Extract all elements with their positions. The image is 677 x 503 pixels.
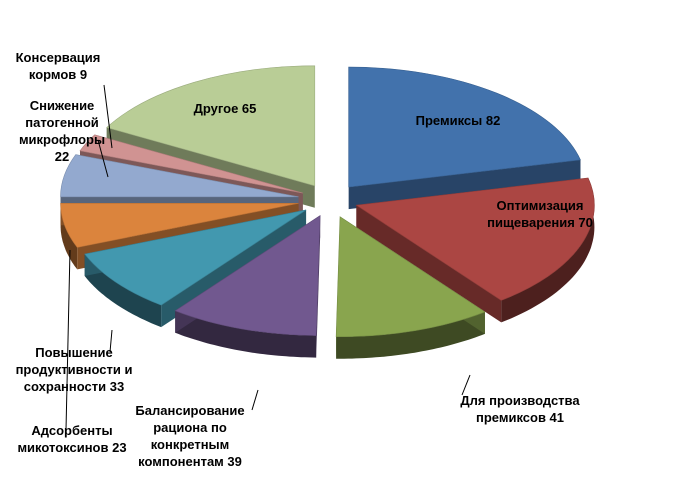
leader-line xyxy=(97,139,109,178)
pie-slice-side xyxy=(84,254,162,328)
pie-slice-консервация-кормов xyxy=(79,134,303,194)
pie-labels: Премиксы 82 Оптимизация пищеварения 70 Для … xyxy=(16,50,593,469)
pie-slice-другое xyxy=(106,65,316,187)
leader-line xyxy=(65,249,71,431)
slice-label-line: Повышение xyxy=(35,345,113,360)
slice-label: Для производства премиксов 41 xyxy=(460,393,580,425)
pie-tops xyxy=(60,65,595,337)
pie-slice-снижение-патогенной-микрофлоры xyxy=(60,154,299,198)
slice-label-line: Консервация xyxy=(16,50,101,65)
slice-label: Консервация кормов 9 xyxy=(16,50,101,82)
pie-slice-повышение-продуктивности-и-сохранности xyxy=(84,209,307,306)
slice-label-line: премиксов 41 xyxy=(476,410,564,425)
slice-label-line: Оптимизация xyxy=(496,198,583,213)
slice-label-line: Для производства xyxy=(460,393,580,408)
slice-label-line: компонентам 39 xyxy=(138,454,242,469)
slice-label: Оптимизация пищеварения 70 xyxy=(487,198,593,230)
slice-label-line: кормов 9 xyxy=(29,67,87,82)
slice-label-line: Адсорбенты xyxy=(31,423,112,438)
pie-slice-side xyxy=(501,177,595,323)
pie-slice-для-производства-премиксов xyxy=(335,216,486,337)
slice-label-line: рациона по xyxy=(153,420,227,435)
slice-label: Повышение продуктивности и сохранности 33 xyxy=(16,345,133,394)
pie-slice-side xyxy=(60,203,78,270)
slice-label-line: патогенной xyxy=(25,115,99,130)
slice-label: Премиксы 82 xyxy=(416,113,501,128)
leader-line xyxy=(461,374,471,396)
pie-slice-edge xyxy=(356,205,502,323)
leader-line xyxy=(109,329,113,353)
pie-slice-side xyxy=(336,311,485,359)
slice-label-line: 22 xyxy=(55,149,69,164)
leader-line xyxy=(251,389,259,411)
slice-label-line: сохранности 33 xyxy=(24,379,124,394)
slice-label-line: микрофлоры xyxy=(19,132,105,147)
slice-label: Балансирование рациона по конкретным компон… xyxy=(135,403,244,469)
slice-label: Адсорбенты микотоксинов 23 xyxy=(17,423,126,455)
slice-label-line: конкретным xyxy=(151,437,230,452)
pie-slice-балансирование-рациона-по-конкретным-компонентам xyxy=(174,215,321,336)
slice-label: Снижение патогенной микрофлоры 22 xyxy=(19,98,105,164)
pie-slice-оптимизация-пищеварения xyxy=(355,177,595,301)
leader-line xyxy=(103,84,113,149)
slice-label-line: пищеварения 70 xyxy=(487,215,593,230)
slice-label-line: Балансирование xyxy=(135,403,244,418)
slice-label-line: микотоксинов 23 xyxy=(17,440,126,455)
slice-label-line: Другое 65 xyxy=(194,101,257,116)
slice-label-line: Снижение xyxy=(30,98,95,113)
slice-label-line: продуктивности и xyxy=(16,362,133,377)
pie-slice-премиксы xyxy=(348,66,581,188)
slice-label: Другое 65 xyxy=(194,101,257,116)
pie-slice-edge xyxy=(348,159,581,210)
pie-slice-адсорбенты-микотоксинов xyxy=(60,202,299,248)
slice-label-line: Премиксы 82 xyxy=(416,113,501,128)
